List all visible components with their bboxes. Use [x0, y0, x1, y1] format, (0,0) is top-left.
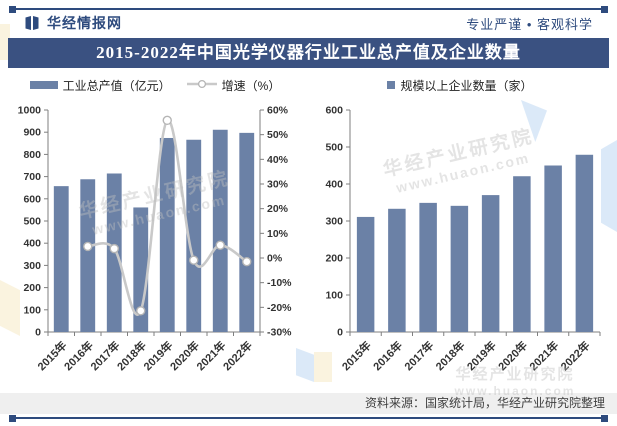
y-tick-label: 800 [23, 149, 41, 161]
x-tick-label: 2021年 [526, 338, 561, 373]
header-slogan: 专业严谨 • 客观科学 [466, 16, 593, 32]
charts-row: 工业总产值（亿元） 增速（%） 0 100 200 300 400 500 600 700 80… [4, 74, 615, 378]
output-value-chart: 工业总产值（亿元） 增速（%） 0 100 200 300 400 500 600 700 80… [4, 74, 306, 378]
legend-item: 增速（%） [186, 77, 281, 94]
x-tick-label: 2015年 [34, 338, 69, 373]
bar-2020年 [513, 176, 531, 332]
legend-label: 工业总产值（亿元） [62, 78, 171, 93]
y-tick-label: 500 [23, 216, 41, 228]
bar-2015年 [53, 186, 69, 332]
legend-label: 规模以上企业数量（家） [400, 78, 533, 93]
y-tick-label: 10% [267, 228, 289, 240]
output-value-svg: 0 100 200 300 400 500 600 700 800 900 1000 -30% -20%… [18, 105, 293, 374]
y-tick-label: 600 [325, 105, 343, 117]
y-tick-label: 100 [325, 290, 343, 302]
top-border-square-right [601, 5, 608, 13]
book-logo-icon [25, 16, 39, 30]
y-tick-label: 0 [337, 327, 343, 339]
header: 华经情报网 专业严谨 • 客观科学 [24, 13, 593, 33]
y-tick-label: 700 [23, 171, 41, 183]
bar-2019年 [481, 195, 500, 332]
y-tick-label: 200 [325, 253, 343, 265]
x-tick-label: 2016年 [61, 338, 96, 373]
bottom-border-line [9, 414, 608, 422]
line-swatch-icon [186, 79, 217, 89]
bottom-border-square-left [9, 414, 16, 422]
x-tick-label: 2016年 [370, 338, 405, 373]
square-swatch [387, 81, 396, 89]
x-tick-label: 2022年 [220, 338, 255, 373]
bar-2022年 [575, 154, 594, 332]
bar-2021年 [212, 129, 228, 332]
y-tick-label: 100 [23, 304, 41, 316]
y-tick-label: 20% [267, 203, 289, 215]
x-tick-label: 2017年 [87, 338, 122, 373]
line-marker [215, 240, 225, 250]
y-tick-label: -30% [267, 327, 292, 339]
bar-2020年 [186, 139, 202, 332]
line-marker [162, 115, 172, 126]
output-value-legend: 工业总产值（亿元） 增速（%） [4, 74, 306, 96]
x-tick-label: 2020年 [167, 338, 202, 373]
y-tick-label: 1000 [18, 105, 42, 117]
x-tick-label: 2018年 [114, 338, 149, 373]
x-tick-label: 2018年 [433, 338, 468, 373]
legend-item: 工业总产值（亿元） [29, 77, 171, 94]
y-tick-label: 200 [23, 282, 41, 294]
y-tick-label: 500 [325, 142, 343, 154]
legend-label: 增速（%） [221, 78, 281, 93]
y-tick-label: 30% [267, 179, 289, 191]
output-value-plot: 0 100 200 300 400 500 600 700 800 900 1000 -30% -20%… [4, 96, 306, 378]
x-tick-label: 2015年 [339, 338, 374, 373]
x-tick-label: 2020年 [495, 338, 530, 373]
y-tick-label: 400 [325, 179, 343, 191]
line-marker [83, 241, 93, 252]
x-tick-label: 2019年 [140, 338, 175, 373]
bar-2015年 [356, 216, 375, 332]
y-tick-label: -20% [267, 302, 292, 314]
y-tick-label: 0% [267, 253, 283, 265]
y-tick-label: 50% [267, 129, 289, 141]
bar-2021年 [544, 165, 562, 332]
y-tick-label: 60% [267, 105, 289, 117]
bar-2017年 [419, 202, 437, 332]
bar-2018年 [450, 205, 469, 332]
y-tick-label: 300 [23, 260, 41, 272]
y-tick-label: 600 [23, 193, 41, 205]
x-tick-label: 2022年 [558, 338, 593, 373]
line-marker-swatch [186, 78, 217, 92]
x-tick-label: 2017年 [401, 338, 436, 373]
top-border-line [9, 5, 608, 13]
brand-name: 华经情报网 [47, 15, 122, 31]
line-marker [189, 255, 199, 265]
enterprise-count-plot: 0 100 200 300 400 500 600 2015年 2016年 2017年 2018年 2… [306, 96, 614, 378]
y-tick-label: 400 [23, 238, 41, 250]
bar-2016年 [80, 179, 96, 332]
y-tick-label: 900 [23, 127, 41, 139]
bar-2019年 [159, 137, 175, 332]
line-marker [136, 306, 146, 316]
source-note: 资料来源：国家统计局，华经产业研究院整理 [0, 393, 617, 414]
x-tick-label: 2021年 [193, 338, 228, 373]
brand: 华经情报网 [24, 13, 122, 33]
bar-swatch [29, 81, 58, 89]
line-marker [109, 243, 119, 254]
y-tick-label: 300 [325, 216, 343, 228]
x-tick-label: 2019年 [464, 338, 499, 373]
bar-2016年 [388, 208, 406, 332]
legend-item: 规模以上企业数量（家） [387, 77, 533, 94]
page-title: 2015-2022年中国光学仪器行业工业总产值及企业数量 [8, 38, 609, 68]
top-border-square-left [9, 5, 16, 13]
enterprise-count-svg: 01002003004005006002015年2016年2017年2018年2… [325, 105, 601, 373]
enterprise-count-legend: 规模以上企业数量（家） [306, 74, 614, 96]
y-tick-label: 0 [35, 327, 41, 339]
line-marker [242, 256, 252, 267]
enterprise-count-chart: 规模以上企业数量（家） 0 100 200 300 400 500 600 2015年 2016… [306, 74, 614, 378]
y-tick-label: -10% [267, 277, 292, 289]
bottom-border-square-right [601, 414, 608, 422]
y-tick-label: 40% [267, 154, 289, 166]
bar-2022年 [239, 132, 255, 332]
